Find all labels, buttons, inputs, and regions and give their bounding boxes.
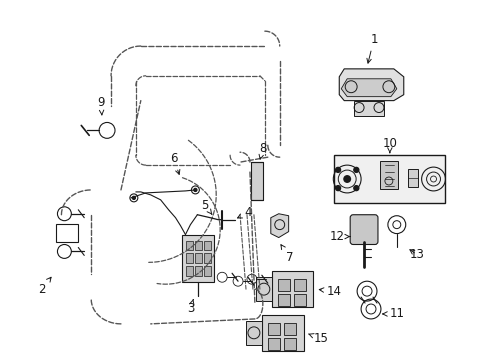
Bar (334, 155, 445, 203)
Bar (283, 338, 295, 350)
Bar (277, 294, 289, 306)
Circle shape (353, 167, 358, 172)
Text: 10: 10 (382, 137, 396, 153)
Bar (204, 240, 211, 251)
Text: 13: 13 (408, 248, 423, 261)
Bar (379, 161, 397, 189)
Circle shape (343, 175, 350, 183)
Bar (267, 323, 279, 335)
Text: 7: 7 (280, 245, 293, 264)
Polygon shape (341, 79, 396, 96)
Text: 1: 1 (366, 33, 377, 63)
Bar (56, 224, 78, 242)
Text: 9: 9 (97, 96, 104, 115)
FancyBboxPatch shape (349, 215, 377, 244)
Bar (293, 294, 305, 306)
Circle shape (335, 186, 340, 190)
Bar (186, 240, 193, 251)
Bar (271, 271, 313, 307)
Bar (407, 169, 417, 187)
Text: 12: 12 (329, 230, 349, 243)
Text: 2: 2 (38, 277, 51, 296)
Bar (204, 253, 211, 264)
Circle shape (194, 188, 197, 192)
Bar (195, 240, 202, 251)
Bar (182, 235, 214, 282)
Text: 6: 6 (169, 152, 180, 174)
Bar (293, 279, 305, 291)
Bar (186, 253, 193, 264)
Bar (245, 321, 262, 345)
Text: 3: 3 (186, 300, 194, 315)
Circle shape (132, 196, 135, 199)
Bar (186, 266, 193, 276)
Text: 14: 14 (319, 285, 341, 298)
Text: 11: 11 (382, 307, 404, 320)
Text: 8: 8 (259, 142, 266, 159)
Bar (195, 253, 202, 264)
Bar (262, 315, 303, 351)
Circle shape (335, 167, 340, 172)
Text: 5: 5 (201, 199, 211, 214)
Bar (353, 100, 383, 116)
Bar (250, 162, 263, 200)
Bar (283, 323, 295, 335)
Bar (255, 277, 271, 301)
Bar (277, 279, 289, 291)
Bar (267, 338, 279, 350)
Polygon shape (270, 214, 288, 238)
Circle shape (353, 186, 358, 190)
Text: 15: 15 (308, 332, 328, 345)
Bar (204, 266, 211, 276)
Bar (195, 266, 202, 276)
Polygon shape (339, 69, 403, 100)
Text: 4: 4 (237, 206, 251, 219)
